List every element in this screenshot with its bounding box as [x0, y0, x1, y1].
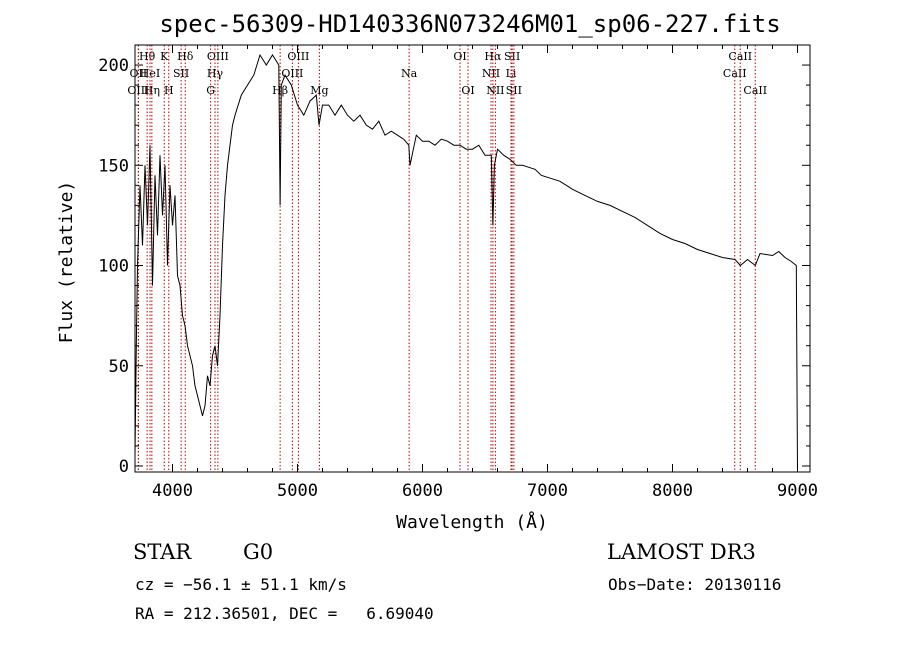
coordinates: RA = 212.36501, DEC = 6.69040: [135, 604, 434, 623]
line-label-OI: OI: [453, 50, 466, 63]
x-tick-label: 9000: [777, 481, 818, 501]
y-tick-label: 200: [98, 56, 129, 76]
x-tick-label: 8000: [652, 481, 693, 501]
x-tick-label: 4000: [152, 481, 193, 501]
line-label-OIII: OIII: [287, 50, 309, 63]
line-label-OIII: OIII: [207, 50, 229, 63]
line-label-Hδ: Hδ: [177, 50, 194, 63]
object-class: STAR: [133, 540, 192, 564]
observation-date: Obs−Date: 20130116: [608, 575, 782, 594]
y-tick-label: 150: [98, 156, 129, 176]
line-label-Hβ: Hβ: [272, 84, 288, 97]
line-label-SII: SII: [504, 50, 520, 63]
y-tick-label: 0: [119, 457, 129, 477]
line-label-Na: Na: [401, 67, 418, 80]
line-label-NII: NII: [482, 67, 500, 80]
line-label-K: K: [160, 50, 169, 63]
line-label-CaII: CaII: [743, 84, 767, 97]
line-label-CaII: CaII: [723, 67, 747, 80]
y-tick-label: 50: [109, 357, 129, 377]
line-label-H: H: [164, 84, 174, 97]
axes: 4000 5000 6000 7000 8000 9000 0 50 100 150 200: [98, 45, 818, 501]
line-label-SII: SII: [506, 84, 522, 97]
chart-title: spec-56309-HD140336N073246M01_sp06-227.f…: [159, 10, 780, 38]
line-label-OI: OI: [461, 84, 474, 97]
x-axis-label: Wavelength (Å): [396, 511, 548, 533]
line-label-Hγ: Hγ: [207, 67, 224, 80]
plot-frame: [134, 44, 811, 473]
line-label-Hθ: Hθ: [139, 50, 156, 63]
line-label-Hη: Hη: [144, 84, 160, 97]
line-label-Mg: Mg: [310, 84, 328, 97]
line-label-CaII: CaII: [728, 50, 752, 63]
line-label-Li: Li: [506, 67, 517, 80]
line-label-NII: NII: [486, 84, 504, 97]
object-subclass: G0: [243, 540, 274, 564]
series-flux: [134, 53, 798, 473]
survey-name: LAMOST DR3: [607, 540, 756, 564]
line-label-OIII: OIII: [127, 84, 149, 97]
y-tick-label: 100: [98, 257, 129, 277]
line-label-OIII: OIII: [281, 67, 303, 80]
line-label-G: G: [206, 84, 215, 97]
x-tick-label: 7000: [527, 481, 568, 501]
y-axis-label: Flux (relative): [56, 181, 77, 344]
line-label-Hα: Hα: [484, 50, 502, 63]
redshift-cz: cz = −56.1 ± 51.1 km/s: [135, 575, 347, 594]
line-label-SII: SII: [173, 67, 189, 80]
x-tick-label: 6000: [402, 481, 443, 501]
spectrum-series: [134, 53, 798, 473]
line-label-HeI: HeI: [140, 67, 160, 80]
x-tick-label: 5000: [277, 481, 318, 501]
